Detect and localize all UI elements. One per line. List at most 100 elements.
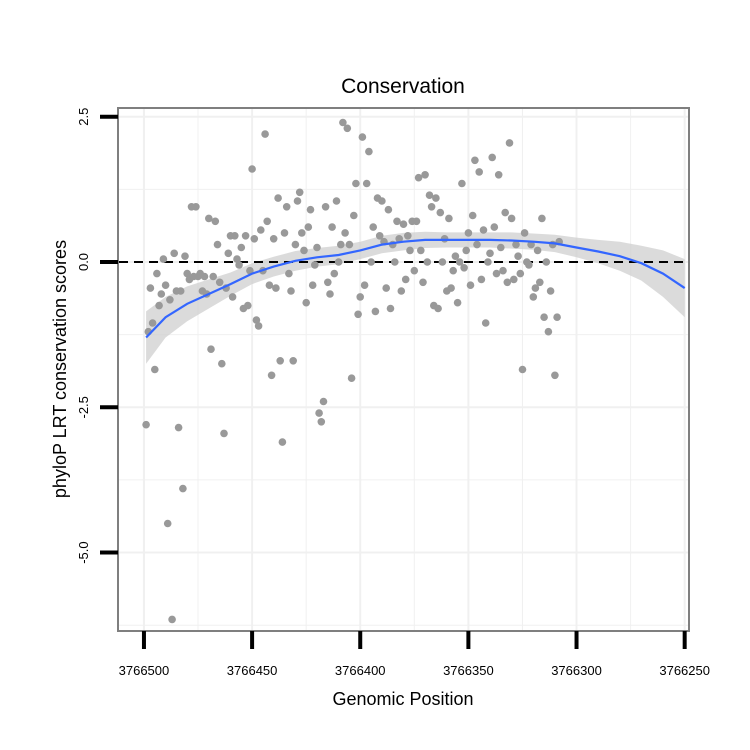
data-point <box>146 284 155 292</box>
data-point <box>451 252 460 260</box>
data-point <box>382 284 391 292</box>
data-point <box>421 171 429 179</box>
data-point <box>501 208 510 217</box>
data-point <box>321 203 330 211</box>
data-point <box>148 319 157 327</box>
data-point <box>257 226 265 234</box>
data-point <box>289 357 298 365</box>
data-point <box>354 310 362 319</box>
data-point <box>192 203 200 211</box>
data-point <box>228 293 237 301</box>
data-point <box>269 235 278 243</box>
x-axis-ticks: 3766500 3766450 3766400 3766350 3766300 37662… <box>119 631 710 678</box>
data-point <box>347 374 356 383</box>
data-point <box>395 235 404 243</box>
data-point <box>276 357 285 365</box>
data-point <box>287 287 295 295</box>
data-point <box>404 232 412 240</box>
data-point <box>386 304 395 313</box>
data-point <box>339 118 347 127</box>
data-point <box>514 252 522 260</box>
data-point <box>235 261 243 269</box>
data-point <box>248 165 256 173</box>
data-point <box>244 301 252 310</box>
data-point <box>462 246 471 255</box>
data-point <box>337 240 345 249</box>
data-point <box>231 232 239 240</box>
y-axis-title: phyloP LRT conservation scores <box>50 240 70 498</box>
data-point <box>278 438 287 446</box>
data-point <box>475 168 484 176</box>
data-point <box>449 266 458 275</box>
data-point <box>455 258 464 266</box>
data-point <box>432 194 440 202</box>
data-point <box>265 281 274 290</box>
data-point <box>434 304 442 313</box>
data-point <box>425 191 434 199</box>
data-point <box>153 269 161 278</box>
data-point <box>213 240 222 249</box>
data-point <box>417 246 425 255</box>
data-point <box>531 284 540 292</box>
data-point <box>546 287 555 295</box>
data-point <box>525 261 533 269</box>
data-point <box>328 223 336 231</box>
data-point <box>378 197 386 205</box>
data-point <box>159 255 168 263</box>
data-point <box>503 278 512 287</box>
data-point <box>477 275 486 284</box>
data-point <box>250 235 259 243</box>
data-point <box>356 293 365 301</box>
plot-panel-border <box>117 107 690 632</box>
data-point <box>142 420 150 429</box>
data-point <box>505 139 514 147</box>
data-point <box>393 217 401 226</box>
x-tick-label: 3766500 <box>119 663 170 678</box>
data-point <box>302 298 311 307</box>
data-point <box>497 243 505 252</box>
data-point <box>274 194 282 202</box>
data-point <box>436 208 445 217</box>
data-point <box>414 173 423 182</box>
data-point <box>332 197 341 205</box>
data-point <box>412 217 421 226</box>
data-point <box>486 249 494 258</box>
data-point <box>507 214 516 223</box>
data-point <box>341 229 349 237</box>
data-point <box>176 287 185 295</box>
data-point <box>427 203 436 211</box>
data-point <box>215 278 224 287</box>
data-point <box>155 301 163 310</box>
data-point <box>179 484 187 493</box>
data-point <box>369 223 378 231</box>
data-point <box>306 205 315 214</box>
data-point <box>241 232 250 240</box>
data-point <box>399 220 408 228</box>
data-point <box>445 214 453 223</box>
y-tick-label: 2.5 <box>76 108 91 126</box>
data-point <box>488 153 497 162</box>
data-point <box>211 217 220 226</box>
data-point <box>168 615 176 624</box>
data-point <box>252 316 261 324</box>
data-point <box>479 226 488 234</box>
data-point <box>458 179 466 188</box>
data-point <box>492 269 501 278</box>
data-point <box>553 313 561 322</box>
data-point <box>360 281 369 290</box>
data-point <box>410 266 419 275</box>
data-point <box>468 211 477 220</box>
data-point <box>464 229 473 237</box>
data-point <box>291 240 300 249</box>
data-point <box>494 171 503 179</box>
data-point <box>285 269 293 278</box>
data-point <box>254 322 263 330</box>
data-point <box>334 258 343 266</box>
data-point <box>295 188 304 197</box>
data-point <box>345 240 354 249</box>
smooth-line <box>145 238 686 339</box>
grid-layer <box>119 109 688 630</box>
data-point <box>362 179 371 188</box>
y-tick-label: -2.5 <box>76 396 91 418</box>
data-point <box>170 249 178 258</box>
